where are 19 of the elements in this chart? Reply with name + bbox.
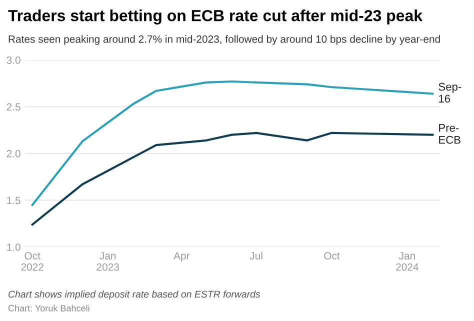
x-tick-label: Oct 2022: [21, 252, 44, 271]
x-tick-label: Apr: [174, 252, 190, 262]
chart-subtitle: Rates seen peaking around 2.7% in mid-2023, followed by around 10 bps decline by year-end: [8, 35, 440, 45]
x-tick-label: Jan 2023: [96, 252, 119, 271]
y-tick-label: 1.5: [7, 196, 20, 204]
x-tick-label: Oct: [324, 252, 340, 260]
y-tick-label: 2.0: [6, 150, 20, 158]
y-tick-label: 1.0: [7, 244, 20, 251]
y-tick-label: 3.0: [6, 56, 20, 64]
series-label: Pre-ECB: [439, 124, 460, 144]
line-series: [31, 80, 434, 206]
text: Chart: Yoruk Bahceli: [8, 304, 90, 312]
line-series: [31, 132, 434, 226]
x-tick-label: Jan 2024: [396, 252, 418, 271]
y-tick-label: 2.5: [6, 103, 20, 111]
chart-title: Traders start betting on ECB rate cut after mid-23 peak: [8, 10, 423, 24]
text: Chart shows implied deposit rate based on ESTR forwards: [8, 290, 260, 300]
series-label: Sep-16: [438, 82, 462, 103]
x-tick-label: Jul: [250, 252, 262, 260]
